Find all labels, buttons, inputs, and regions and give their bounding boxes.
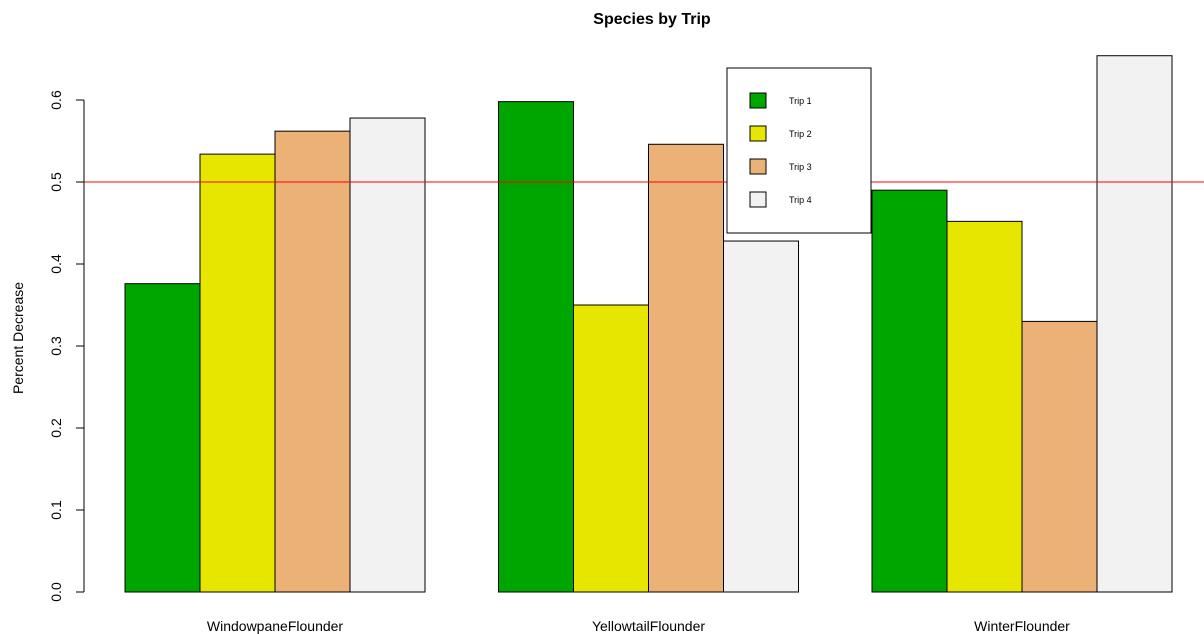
x-category-label: YellowtailFlounder	[592, 618, 705, 634]
legend-label: Trip 2	[789, 129, 812, 139]
legend-swatch	[749, 191, 767, 208]
legend: Trip 1 Trip 2 Trip 3 Trip 4	[726, 67, 872, 234]
bar	[723, 240, 799, 593]
bar	[124, 283, 201, 593]
y-tick-label: 0.6	[48, 90, 64, 110]
x-category-label: WindowpaneFlounder	[207, 618, 344, 634]
legend-swatch	[749, 158, 767, 175]
bar	[349, 117, 426, 593]
x-axis-labels: WindowpaneFlounder YellowtailFlounder Wint…	[207, 618, 1070, 634]
legend-swatch	[749, 125, 767, 142]
y-axis: 0.0 0.1 0.2 0.3 0.4 0.5 0.6	[48, 90, 85, 602]
legend-swatch	[749, 92, 767, 109]
bar	[1096, 55, 1173, 593]
legend-box	[726, 67, 872, 234]
bar	[648, 143, 724, 593]
bar	[1021, 320, 1098, 593]
y-tick-label: 0.0	[48, 582, 64, 602]
bars	[124, 55, 1173, 593]
y-tick-label: 0.5	[48, 172, 64, 192]
legend-label: Trip 3	[789, 162, 812, 172]
bar	[946, 220, 1023, 593]
y-tick-label: 0.4	[48, 254, 64, 274]
bar	[573, 304, 649, 593]
y-axis-label: Percent Decrease	[10, 282, 26, 394]
bar	[498, 101, 574, 593]
legend-label: Trip 4	[789, 195, 812, 205]
legend-label: Trip 1	[789, 96, 812, 106]
y-tick-label: 0.1	[48, 500, 64, 520]
bar	[199, 153, 276, 593]
x-category-label: WinterFlounder	[974, 618, 1070, 634]
bar	[871, 189, 948, 593]
bar	[274, 130, 351, 593]
chart-title: Species by Trip	[593, 11, 711, 28]
y-tick-label: 0.3	[48, 336, 64, 356]
y-tick-label: 0.2	[48, 418, 64, 438]
